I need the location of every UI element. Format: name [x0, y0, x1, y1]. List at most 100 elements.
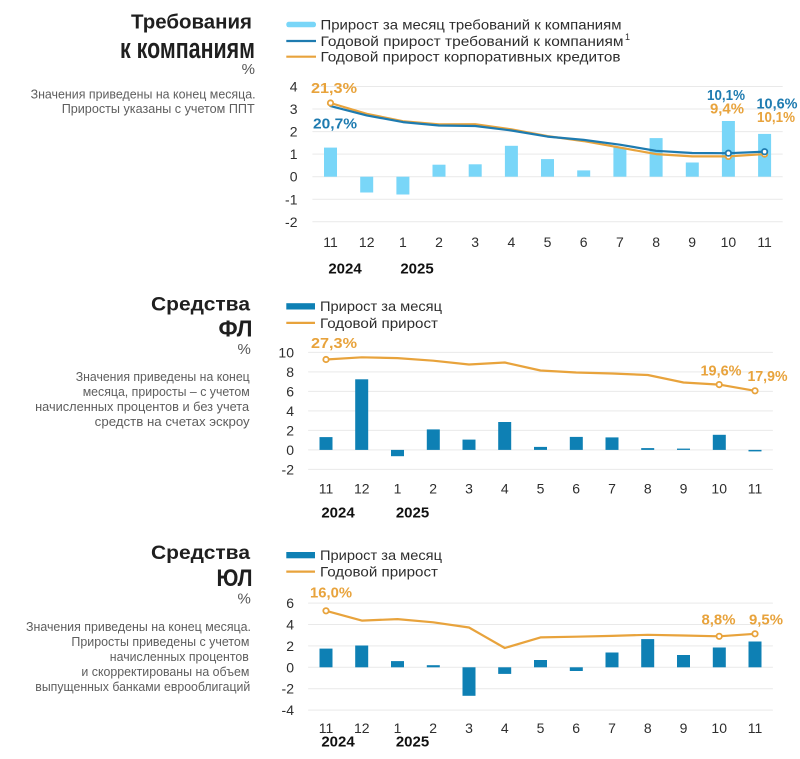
svg-text:1: 1 — [394, 720, 402, 736]
svg-text:10: 10 — [711, 720, 727, 736]
svg-text:19,6%: 19,6% — [701, 363, 742, 380]
svg-text:5: 5 — [544, 234, 552, 250]
svg-text:2024: 2024 — [321, 505, 355, 522]
svg-text:2025: 2025 — [400, 261, 433, 278]
svg-text:4: 4 — [290, 79, 298, 95]
svg-text:7: 7 — [608, 481, 616, 497]
svg-text:11: 11 — [757, 234, 772, 250]
svg-text:10: 10 — [721, 234, 737, 250]
svg-text:2: 2 — [286, 638, 294, 654]
svg-text:-1: -1 — [285, 191, 298, 207]
svg-text:%: % — [237, 590, 250, 607]
svg-text:Приросты указаны с учетом ППТ: Приросты указаны с учетом ППТ — [62, 101, 255, 116]
svg-text:6: 6 — [572, 720, 580, 736]
svg-text:-2: -2 — [282, 681, 295, 697]
svg-text:Прирост за месяц: Прирост за месяц — [320, 298, 442, 314]
svg-text:%: % — [237, 341, 250, 358]
svg-text:8: 8 — [644, 481, 652, 497]
svg-text:1: 1 — [394, 481, 402, 497]
svg-text:6: 6 — [572, 481, 580, 497]
svg-text:2: 2 — [290, 124, 298, 140]
svg-text:27,3%: 27,3% — [311, 335, 357, 352]
svg-text:начисленных процентов и без уч: начисленных процентов и без учета — [35, 399, 250, 414]
svg-text:3: 3 — [465, 481, 473, 497]
svg-text:5: 5 — [537, 481, 545, 497]
svg-text:%: % — [242, 61, 255, 78]
svg-text:12: 12 — [354, 481, 370, 497]
svg-text:9,4%: 9,4% — [710, 101, 744, 118]
svg-text:20,7%: 20,7% — [313, 116, 357, 133]
svg-text:9: 9 — [680, 720, 688, 736]
svg-text:-2: -2 — [282, 461, 295, 477]
svg-text:Годовой прирост корпоративных: Годовой прирост корпоративных кредитов — [321, 49, 621, 65]
svg-text:Прирост за месяц: Прирост за месяц — [320, 547, 442, 563]
svg-text:Прирост за месяц требований к: Прирост за месяц требований к компаниям — [321, 17, 622, 33]
svg-text:2025: 2025 — [396, 505, 429, 522]
svg-text:7: 7 — [616, 234, 624, 250]
svg-text:-2: -2 — [285, 214, 298, 230]
svg-text:7: 7 — [608, 720, 616, 736]
svg-text:4: 4 — [286, 617, 294, 633]
svg-text:и скорректированы на объем: и скорректированы на объем — [81, 664, 249, 679]
svg-text:Значения приведены на конец ме: Значения приведены на конец месяца. — [26, 619, 251, 634]
svg-text:21,3%: 21,3% — [311, 80, 357, 97]
svg-text:Значения приведены на конец: Значения приведены на конец — [76, 369, 251, 384]
svg-text:2: 2 — [429, 481, 437, 497]
svg-text:6: 6 — [580, 234, 588, 250]
svg-text:4: 4 — [501, 481, 509, 497]
svg-text:8: 8 — [644, 720, 652, 736]
svg-text:2: 2 — [286, 422, 294, 438]
svg-text:-4: -4 — [282, 702, 295, 718]
svg-text:0: 0 — [286, 442, 294, 458]
svg-text:Средства: Средства — [151, 294, 250, 316]
svg-text:месяца, приросты – с учетом: месяца, приросты – с учетом — [83, 384, 250, 399]
svg-text:12: 12 — [354, 720, 370, 736]
svg-text:8,8%: 8,8% — [702, 612, 736, 629]
svg-text:выпущенных банками еврооблигац: выпущенных банками еврооблигаций — [35, 679, 250, 694]
svg-text:1: 1 — [625, 32, 630, 42]
svg-text:1: 1 — [290, 146, 298, 162]
svg-text:17,9%: 17,9% — [748, 368, 788, 385]
svg-text:1: 1 — [399, 234, 407, 250]
svg-text:2: 2 — [429, 720, 437, 736]
svg-text:4: 4 — [508, 234, 516, 250]
svg-text:2: 2 — [435, 234, 443, 250]
svg-text:Приросты приведены с учетом: Приросты приведены с учетом — [71, 634, 249, 649]
svg-text:6: 6 — [286, 383, 294, 399]
svg-text:11: 11 — [319, 481, 334, 497]
svg-text:Годовой прирост: Годовой прирост — [320, 564, 439, 580]
svg-text:12: 12 — [359, 234, 375, 250]
svg-text:10,6%: 10,6% — [757, 96, 798, 113]
svg-text:11: 11 — [748, 720, 763, 736]
svg-text:3: 3 — [471, 234, 479, 250]
svg-text:2024: 2024 — [321, 734, 355, 751]
svg-text:10,1%: 10,1% — [757, 109, 795, 126]
svg-text:8: 8 — [652, 234, 660, 250]
svg-text:6: 6 — [286, 595, 294, 611]
svg-text:10,1%: 10,1% — [707, 87, 745, 104]
svg-text:3: 3 — [290, 101, 298, 117]
svg-text:3: 3 — [465, 720, 473, 736]
svg-text:9: 9 — [688, 234, 696, 250]
svg-text:2024: 2024 — [328, 261, 362, 278]
svg-text:16,0%: 16,0% — [310, 585, 352, 602]
svg-text:Годовой прирост требований к к: Годовой прирост требований к компаниям — [321, 33, 624, 49]
svg-text:0: 0 — [286, 659, 294, 675]
svg-text:11: 11 — [319, 720, 334, 736]
svg-text:9,5%: 9,5% — [749, 612, 783, 629]
svg-text:ЮЛ: ЮЛ — [217, 565, 253, 592]
svg-text:средств на счетах эскроу: средств на счетах эскроу — [95, 414, 251, 429]
svg-text:Годовой прирост: Годовой прирост — [320, 315, 439, 331]
svg-text:0: 0 — [290, 169, 298, 185]
svg-text:11: 11 — [748, 481, 763, 497]
svg-text:4: 4 — [286, 403, 294, 419]
svg-text:8: 8 — [286, 364, 294, 380]
svg-text:5: 5 — [537, 720, 545, 736]
svg-text:2025: 2025 — [396, 734, 429, 751]
svg-text:Средства: Средства — [151, 542, 250, 564]
svg-text:начисленных процентов: начисленных процентов — [110, 649, 249, 664]
svg-text:11: 11 — [323, 234, 338, 250]
svg-text:ФЛ: ФЛ — [219, 316, 253, 342]
svg-text:Требования: Требования — [131, 11, 252, 33]
svg-text:10: 10 — [711, 481, 727, 497]
